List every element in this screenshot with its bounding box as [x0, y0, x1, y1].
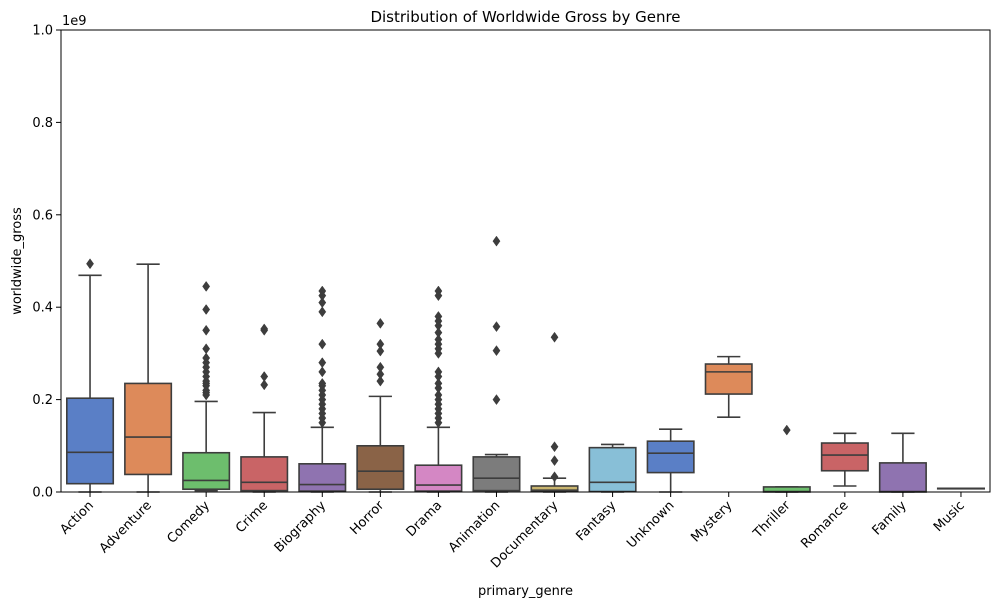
outlier-point: [434, 389, 443, 401]
outlier-point: [260, 379, 269, 391]
box-animation: [472, 235, 521, 493]
box-iqr: [66, 397, 115, 485]
box-horror: [356, 317, 405, 493]
outlier-point: [434, 334, 443, 345]
x-tick-label: Comedy: [164, 498, 213, 547]
outlier-point: [202, 304, 211, 315]
outlier-point: [376, 361, 385, 373]
box-iqr: [240, 456, 289, 492]
outlier-point: [492, 394, 501, 406]
x-tick-label: Music: [931, 498, 968, 535]
plot-area: 0.0 0.2 0.4 0.6 0.8 1.0 Action Adventure Comedy C…: [32, 24, 985, 571]
y-tick-label: 0.0: [32, 486, 53, 501]
box-iqr: [298, 463, 347, 492]
outlier-point: [202, 280, 211, 292]
outlier-point: [260, 371, 269, 382]
x-tick-label: Romance: [798, 498, 851, 551]
outlier-point: [202, 343, 211, 355]
outlier-point: [318, 378, 327, 389]
outlier-point: [202, 324, 211, 336]
x-tick-label: Crime: [233, 498, 271, 536]
box-unknown: [646, 428, 695, 493]
y-tick-label: 0.2: [32, 393, 53, 408]
box-iqr: [646, 440, 695, 474]
y-axis-label: worldwide_gross: [10, 207, 25, 315]
outlier-point: [86, 258, 94, 270]
outlier-point: [318, 285, 327, 297]
outlier-point: [492, 235, 501, 247]
outlier-point: [376, 375, 385, 387]
x-tick-label: Thriller: [750, 498, 794, 542]
outlier-point: [260, 323, 269, 335]
outlier-point: [376, 317, 385, 329]
outlier-point: [550, 455, 559, 467]
x-tick-label: Biography: [272, 498, 330, 556]
y-tick-label: 0.4: [32, 301, 53, 316]
outlier-point: [434, 378, 443, 389]
outlier-point: [376, 368, 385, 380]
box-iqr: [356, 444, 405, 491]
y-tick-label: 0.6: [32, 208, 53, 223]
box-biography: [298, 285, 347, 493]
y-scale-label: 1e9: [62, 14, 87, 29]
outlier-point: [376, 345, 385, 357]
x-axis-label: primary_genre: [478, 584, 573, 599]
box-fantasy: [588, 443, 637, 493]
box-iqr: [124, 382, 173, 476]
outlier-point: [492, 345, 501, 357]
y-tick-label: 1.0: [32, 24, 53, 39]
box-iqr: [182, 451, 231, 491]
box-documentary: [530, 331, 579, 493]
outlier-point: [318, 338, 327, 350]
box-iqr: [820, 442, 869, 472]
outlier-point: [318, 297, 327, 309]
box-music: [936, 487, 985, 490]
box-action: [66, 258, 115, 493]
outlier-point: [318, 357, 327, 369]
box-iqr: [472, 456, 521, 492]
box-comedy: [182, 280, 231, 492]
x-tick-label: Fantasy: [573, 498, 619, 544]
box-iqr: [704, 363, 753, 395]
x-tick-label: Action: [57, 498, 96, 537]
outlier-point: [782, 424, 791, 436]
x-tick-label: Family: [870, 498, 910, 538]
box-iqr: [878, 462, 927, 493]
outlier-point: [318, 306, 327, 318]
chart-title: Distribution of Worldwide Gross by Genre: [370, 8, 680, 26]
x-tick-label: Mystery: [688, 498, 735, 545]
x-tick-label: Unknown: [624, 498, 677, 551]
y-tick-label: 0.8: [32, 116, 53, 131]
x-tick-label: Drama: [404, 498, 446, 540]
outlier-point: [434, 366, 443, 378]
box-romance: [820, 432, 869, 487]
outlier-point: [318, 366, 327, 378]
box-iqr: [588, 446, 637, 493]
box-crime: [240, 323, 289, 493]
box-adventure: [124, 263, 173, 493]
plot-frame: [60, 29, 991, 493]
outlier-point: [376, 338, 385, 350]
outlier-point: [550, 441, 559, 453]
outlier-point: [550, 331, 559, 343]
x-tick-label: Animation: [446, 498, 503, 555]
x-tick-label: Adventure: [97, 498, 155, 556]
outlier-point: [434, 311, 443, 322]
box-iqr: [414, 464, 463, 492]
box-mystery: [704, 355, 753, 418]
box-family: [878, 432, 927, 493]
outlier-point: [434, 327, 443, 339]
outlier-point: [202, 352, 211, 364]
x-tick-label: Horror: [347, 498, 387, 538]
outlier-point: [550, 471, 559, 483]
outlier-point: [492, 321, 501, 333]
box-thriller: [762, 424, 811, 493]
box-drama: [414, 285, 463, 493]
outlier-point: [434, 285, 443, 297]
